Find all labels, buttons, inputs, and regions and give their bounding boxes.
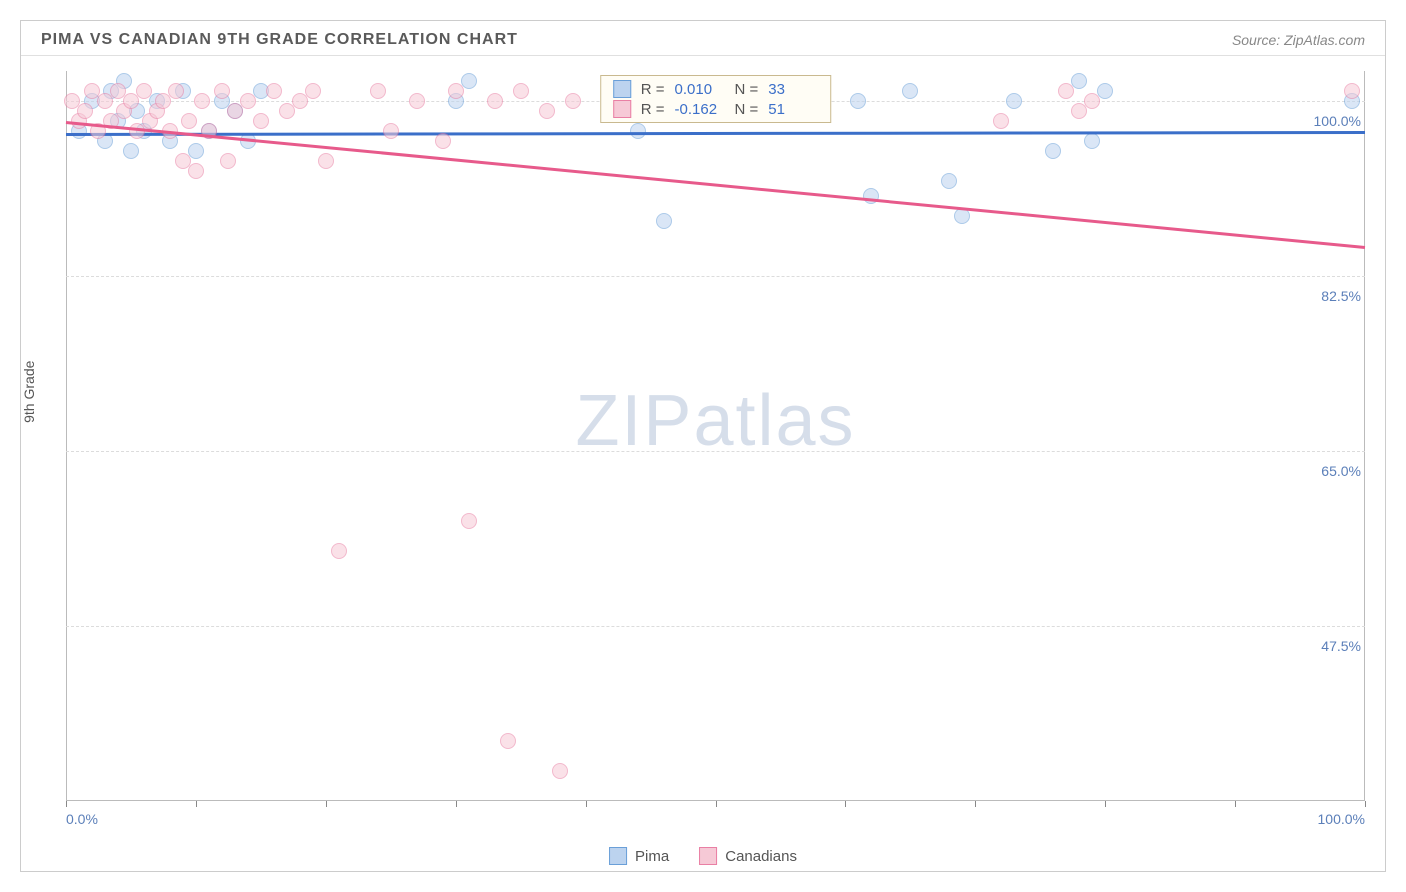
watermark-bold: ZIP [575, 381, 693, 461]
axis-border [66, 71, 1365, 801]
data-point [188, 163, 204, 179]
data-point [539, 103, 555, 119]
data-point [318, 153, 334, 169]
legend-label-canadians: Canadians [725, 848, 797, 865]
data-point [656, 213, 672, 229]
x-tick-label: 100.0% [1318, 811, 1365, 827]
data-point [850, 93, 866, 109]
stat-r-canadians: -0.162 [675, 101, 725, 118]
data-point [500, 733, 516, 749]
data-point [220, 153, 236, 169]
y-tick-label: 65.0% [1321, 463, 1361, 479]
x-tick [196, 801, 197, 807]
x-tick [326, 801, 327, 807]
data-point [253, 113, 269, 129]
data-point [194, 93, 210, 109]
gridline [66, 276, 1365, 277]
chart-container: PIMA VS CANADIAN 9TH GRADE CORRELATION C… [20, 20, 1386, 872]
data-point [181, 113, 197, 129]
x-tick [716, 801, 717, 807]
stat-label-n: N = [735, 101, 759, 118]
legend-swatch-canadians [699, 847, 717, 865]
stat-n-canadians: 51 [768, 101, 818, 118]
data-point [993, 113, 1009, 129]
data-point [1045, 143, 1061, 159]
stat-label-r: R = [641, 101, 665, 118]
stat-label-n: N = [735, 81, 759, 98]
y-axis-label: 9th Grade [21, 361, 37, 423]
x-tick [1235, 801, 1236, 807]
data-point [331, 543, 347, 559]
y-tick-label: 100.0% [1314, 113, 1361, 129]
data-point [136, 83, 152, 99]
data-point [954, 208, 970, 224]
data-point [1071, 73, 1087, 89]
stat-label-r: R = [641, 81, 665, 98]
chart-source: Source: ZipAtlas.com [1232, 32, 1365, 48]
bottom-legend: Pima Canadians [609, 847, 797, 865]
data-point [383, 123, 399, 139]
x-tick [1365, 801, 1366, 807]
correlation-stats-box: R = 0.010 N = 33 R = -0.162 N = 51 [600, 75, 832, 123]
data-point [902, 83, 918, 99]
y-tick-label: 47.5% [1321, 638, 1361, 654]
stats-row-pima: R = 0.010 N = 33 [613, 80, 819, 98]
data-point [941, 173, 957, 189]
trend-line [66, 121, 1365, 248]
stat-r-pima: 0.010 [675, 81, 725, 98]
data-point [168, 83, 184, 99]
gridline [66, 451, 1365, 452]
data-point [513, 83, 529, 99]
chart-header: PIMA VS CANADIAN 9TH GRADE CORRELATION C… [21, 21, 1385, 56]
data-point [214, 83, 230, 99]
watermark-light: atlas [693, 381, 855, 461]
data-point [409, 93, 425, 109]
data-point [123, 143, 139, 159]
legend-item-pima: Pima [609, 847, 669, 865]
legend-label-pima: Pima [635, 848, 669, 865]
data-point [1344, 83, 1360, 99]
stat-n-pima: 33 [768, 81, 818, 98]
data-point [461, 73, 477, 89]
legend-item-canadians: Canadians [699, 847, 797, 865]
data-point [435, 133, 451, 149]
x-tick [456, 801, 457, 807]
data-point [240, 93, 256, 109]
data-point [448, 83, 464, 99]
data-point [266, 83, 282, 99]
swatch-canadians [613, 100, 631, 118]
data-point [77, 103, 93, 119]
y-tick-label: 82.5% [1321, 288, 1361, 304]
data-point [565, 93, 581, 109]
data-point [1006, 93, 1022, 109]
data-point [1058, 83, 1074, 99]
data-point [1097, 83, 1113, 99]
legend-swatch-pima [609, 847, 627, 865]
trend-line [66, 131, 1365, 136]
data-point [370, 83, 386, 99]
stats-row-canadians: R = -0.162 N = 51 [613, 100, 819, 118]
data-point [1084, 133, 1100, 149]
plot-area: ZIPatlas R = 0.010 N = 33 R = -0.162 N =… [66, 71, 1365, 801]
x-tick-label: 0.0% [66, 811, 98, 827]
data-point [630, 123, 646, 139]
x-tick [1105, 801, 1106, 807]
data-point [487, 93, 503, 109]
x-tick [845, 801, 846, 807]
data-point [461, 513, 477, 529]
x-tick [66, 801, 67, 807]
data-point [188, 143, 204, 159]
gridline [66, 626, 1365, 627]
data-point [552, 763, 568, 779]
x-tick [586, 801, 587, 807]
chart-title: PIMA VS CANADIAN 9TH GRADE CORRELATION C… [41, 31, 518, 49]
data-point [1084, 93, 1100, 109]
data-point [305, 83, 321, 99]
x-tick [975, 801, 976, 807]
swatch-pima [613, 80, 631, 98]
